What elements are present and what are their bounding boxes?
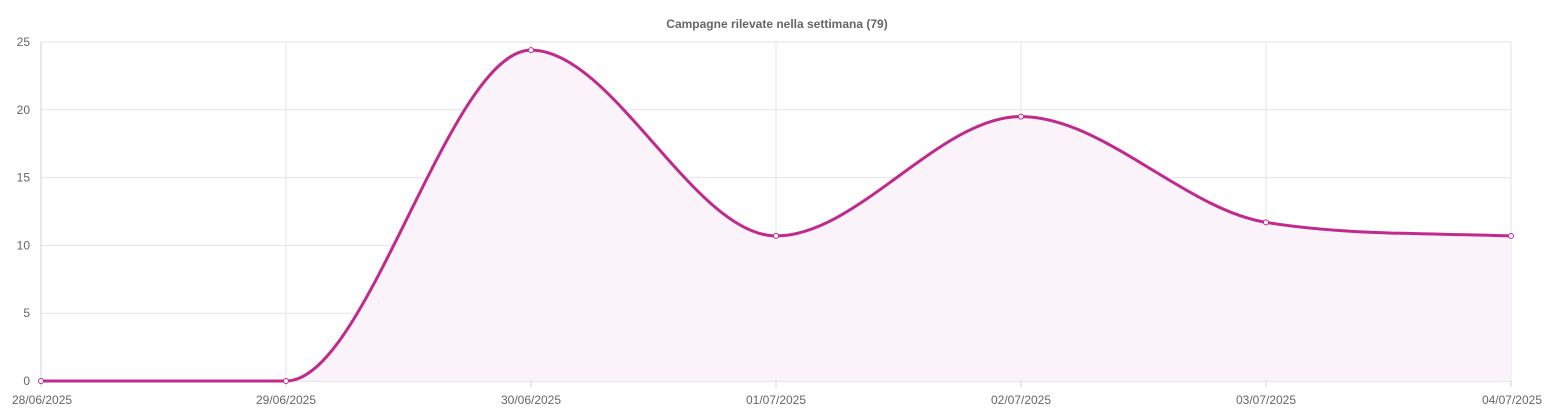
data-point-3[interactable]: [773, 232, 779, 239]
x-tick-label-4: 02/07/2025: [991, 393, 1051, 407]
data-point-5[interactable]: [1263, 219, 1269, 226]
y-tick-label-0: 0: [23, 374, 30, 388]
y-tick-label-2: 10: [17, 238, 31, 252]
x-tick-label-5: 03/07/2025: [1236, 393, 1296, 407]
data-point-0[interactable]: [38, 378, 44, 384]
x-tick-label-2: 30/06/2025: [501, 393, 561, 407]
x-tick-label-1: 29/06/2025: [256, 393, 316, 407]
y-tick-label-3: 15: [17, 171, 31, 185]
y-tick-label-5: 25: [17, 35, 31, 49]
data-point-6[interactable]: [1508, 232, 1514, 239]
data-points-layer: [38, 47, 1514, 384]
y-tick-label-4: 20: [17, 103, 31, 117]
chart-title: Campagne rilevate nella settimana (79): [666, 17, 887, 31]
data-point-2[interactable]: [528, 47, 534, 54]
x-axis-ticks: 28/06/2025 29/06/2025 30/06/2025 01/07/2025…: [12, 393, 1542, 407]
data-point-1[interactable]: [283, 378, 289, 384]
series-area-0: [41, 50, 1511, 382]
x-tick-label-6: 04/07/2025: [1482, 393, 1542, 407]
y-axis-ticks: 0 5 10 15 20 25: [17, 35, 31, 388]
data-point-4[interactable]: [1018, 113, 1024, 120]
series-line-layer: [39, 48, 1513, 383]
x-tick-label-3: 01/07/2025: [746, 393, 806, 407]
x-tick-label-0: 28/06/2025: [12, 393, 72, 407]
area-fill-layer: [41, 50, 1511, 382]
series-line-0: [39, 48, 1513, 383]
y-tick-label-1: 5: [23, 306, 30, 320]
